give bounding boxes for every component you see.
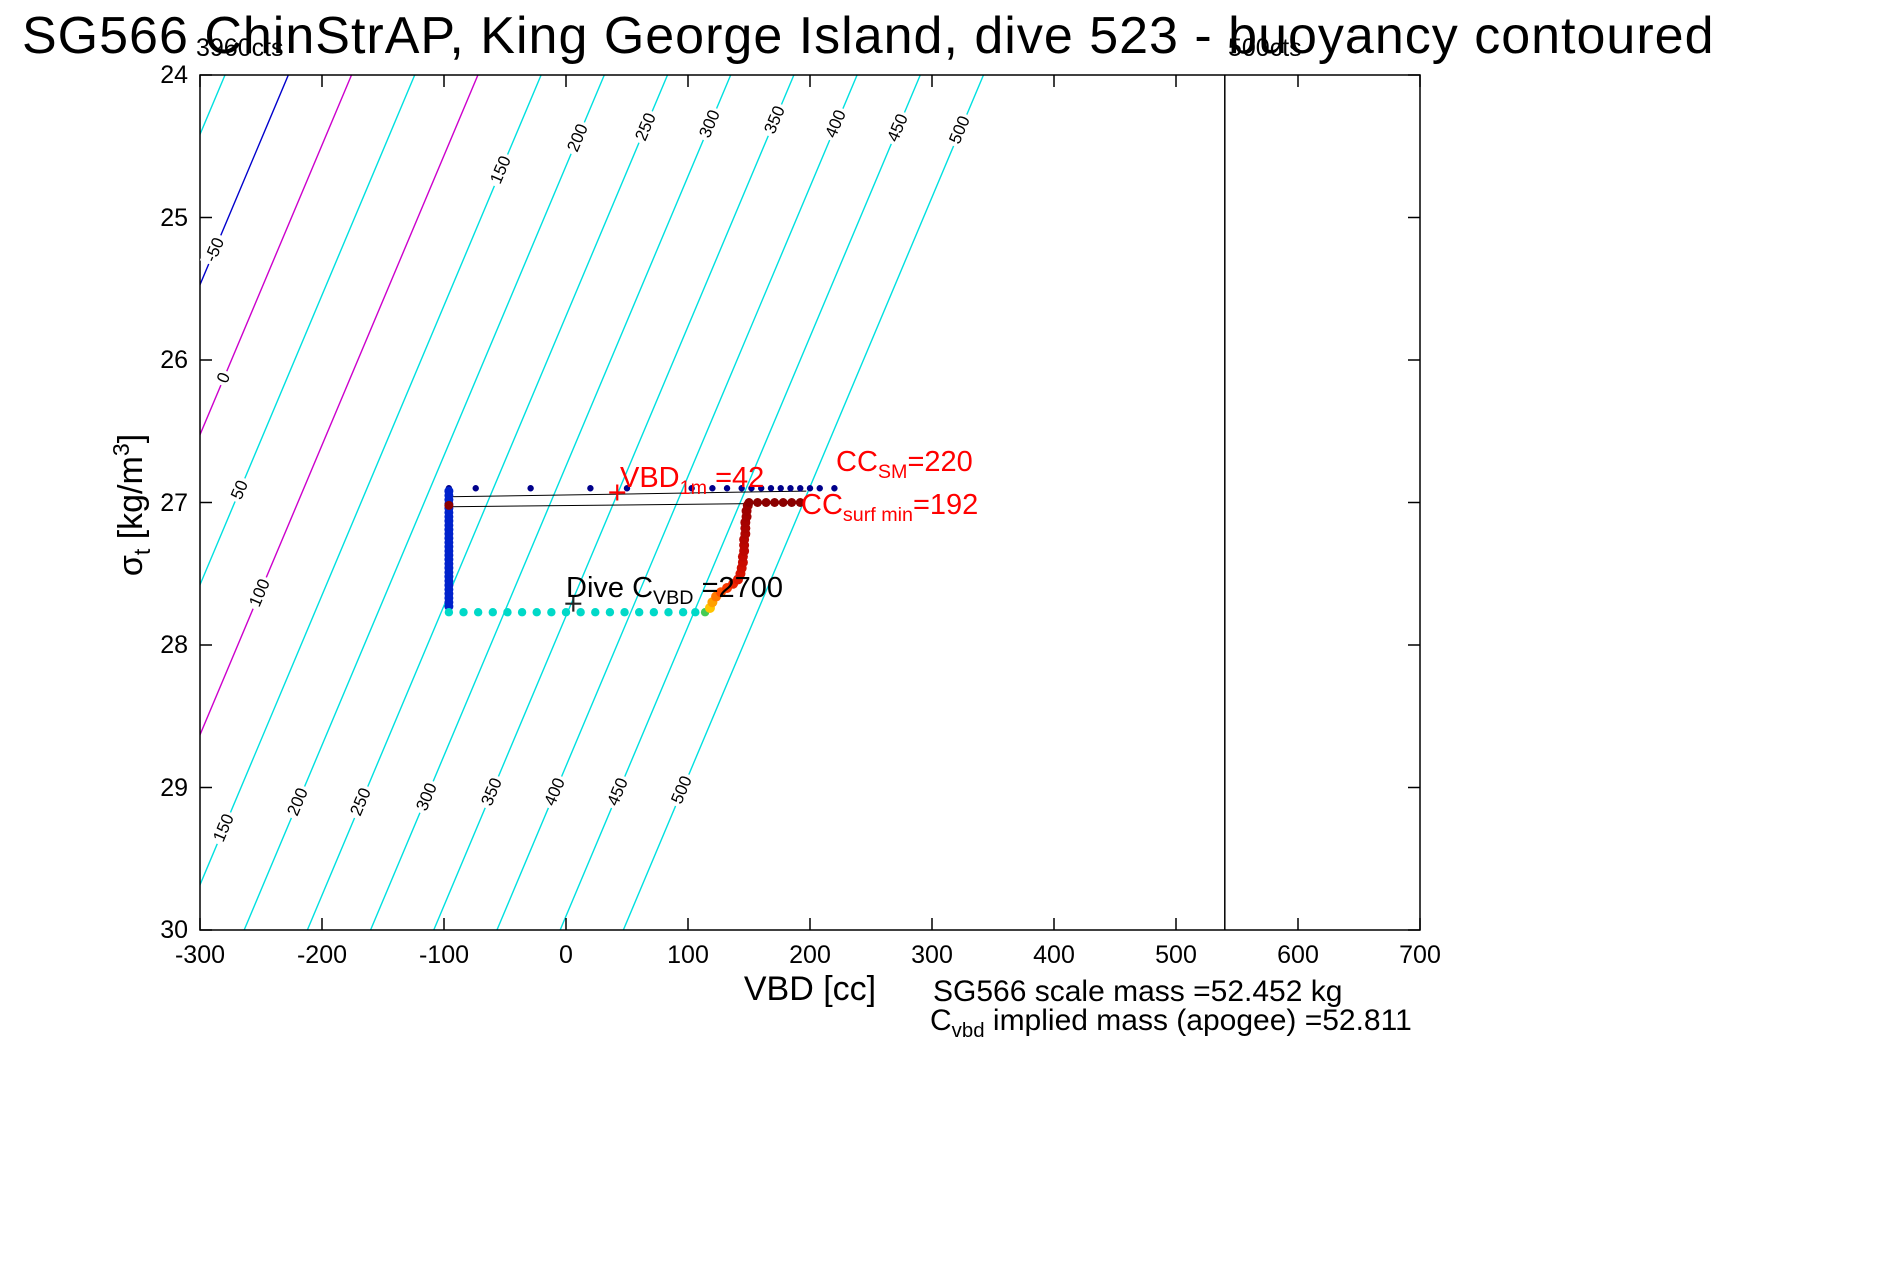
data-point [758,485,765,492]
data-point [532,608,541,617]
annotation-vbd-1m-value: =42 [707,462,765,494]
annotation-cc-sm: CCSM=220 [836,446,973,484]
annotation-cc-surf-min-sub: surf min [842,503,913,526]
data-point [591,608,600,617]
data-point [816,485,823,492]
data-point [459,608,468,617]
data-point [795,498,805,507]
data-point [787,498,797,507]
data-point [620,608,629,617]
annotation-scale-mass: SG566 scale mass =52.452 kg [933,975,1343,1008]
y-axis-label-units: [kg/m [111,456,150,549]
connector-line [448,490,807,498]
series-climb [704,500,753,613]
y-axis-label-superscript: 3 [108,443,135,457]
data-point [688,485,695,492]
data-point [748,485,755,492]
data-point [488,608,497,617]
plus-marker [565,595,582,612]
data-point [444,500,454,510]
series-surface-min [444,498,805,510]
left-counts-label: 3960cts [196,34,284,62]
annotation-cc-surf-min-text: CC [801,489,843,521]
annotation-implied-mass-text: C [930,1004,952,1037]
data-point [744,498,754,507]
y-axis-label-subscript: t [128,548,155,556]
data-point [503,608,512,617]
data-point [738,485,745,492]
annotation-dive-cvbd: Dive CVBD =2700 [566,572,783,610]
annotation-implied-mass-sub: vbd [951,1020,985,1043]
data-point [778,498,788,507]
data-point [664,608,673,617]
data-point [753,498,763,507]
data-point [770,498,780,507]
annotation-implied-mass-value: implied mass (apogee) =52.811 [984,1004,1412,1037]
data-point [527,485,534,492]
contour-line [200,75,479,737]
data-point [691,608,700,617]
data-point [547,608,556,617]
data-point [709,485,716,492]
data-point [787,485,794,492]
annotation-dive-cvbd-value: =2700 [693,572,784,604]
data-point [761,498,771,507]
data-point [831,485,838,492]
annotation-cc-sm-value: =220 [907,446,973,478]
data-point [517,608,527,617]
plus-marker [609,484,626,501]
y-axis-label-symbol: σ [111,555,150,577]
data-point [605,608,615,617]
data-point [623,485,631,492]
contour-line [200,75,289,287]
annotation-cc-surf-min-value: =192 [912,489,979,521]
data-point [797,485,804,492]
data-point [649,608,659,617]
annotation-dive-cvbd-sub: VBD [653,586,694,609]
y-axis-label: σt [kg/m3] [108,434,156,576]
data-point [806,485,814,492]
annotation-cc-sm-sub: SM [877,460,908,483]
data-point [473,608,483,617]
contour-line [200,75,542,887]
annotation-vbd-1m-sub: 1m [679,476,708,499]
data-point [576,608,585,617]
x-axis-label: VBD [cc] [743,970,877,1008]
annotation-implied-mass: Cvbd implied mass (apogee) =52.811 [930,1004,1412,1043]
data-point [767,485,775,492]
data-point [472,485,479,492]
data-point [777,485,784,492]
figure-title: SG566 ChinStrAP, King George Island, div… [22,7,1715,65]
data-point [678,608,688,617]
annotation-vbd-1m-text: VBD [620,462,680,494]
data-point [561,608,571,617]
annotation-vbd-1m: VBD1m =42 [620,462,764,500]
annotation-cc-sm-text: CC [836,446,878,478]
connector-line [448,502,793,508]
right-counts-label: 500cts [1228,34,1302,62]
data-point [635,608,644,617]
data-point [587,485,594,492]
data-point [723,485,731,492]
data-point [444,608,454,617]
annotation-cc-surf-min: CCsurf min=192 [801,489,978,527]
contour-line [200,75,353,437]
y-axis-label-close: ] [111,433,150,444]
annotation-dive-cvbd-text: Dive C [566,572,654,604]
